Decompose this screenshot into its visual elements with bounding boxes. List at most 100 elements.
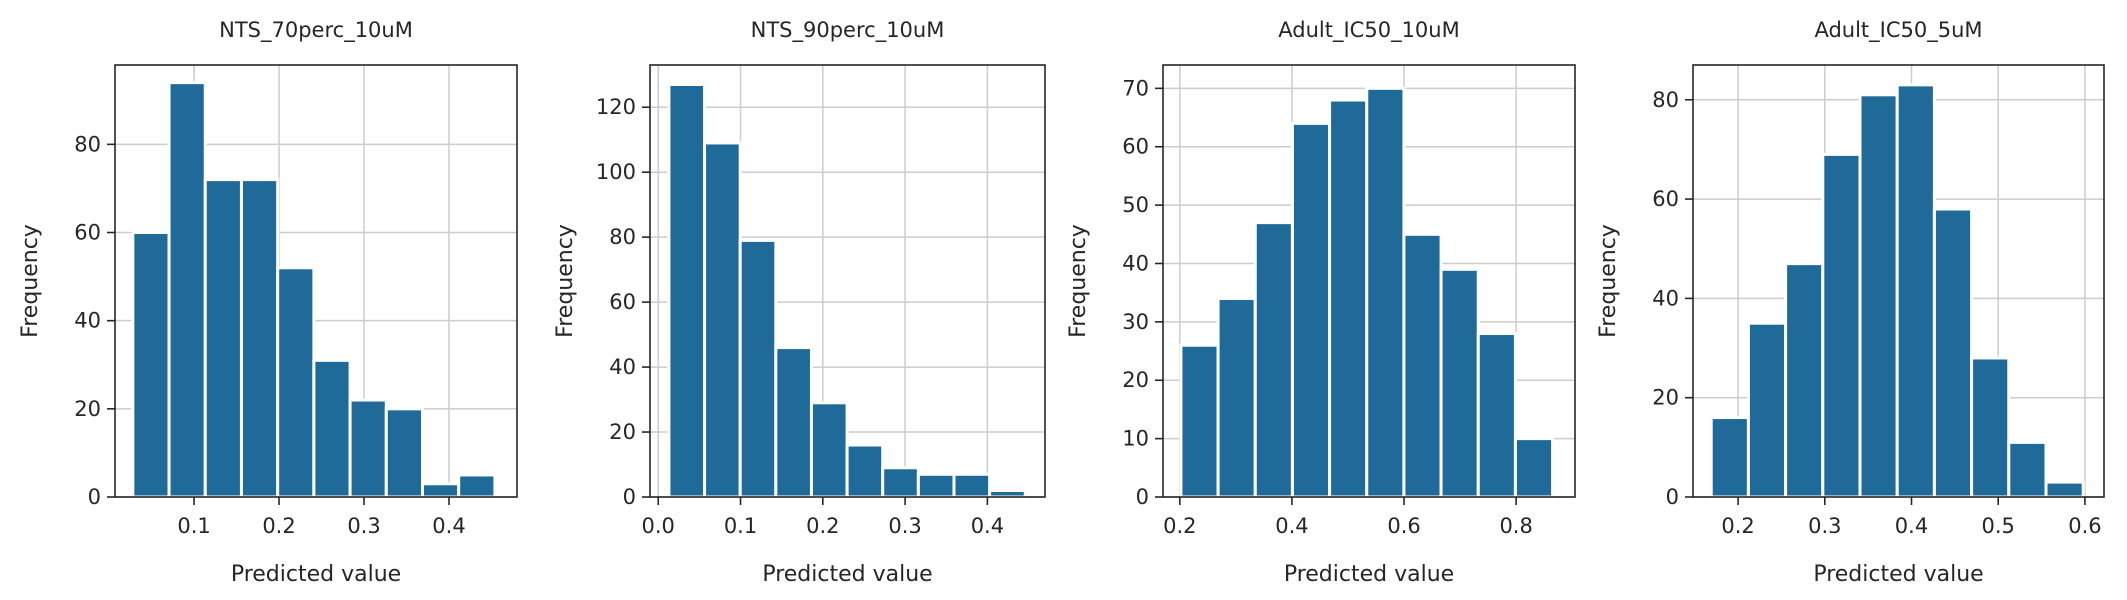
histogram-bar (1821, 152, 1862, 499)
histogram-bar (952, 472, 992, 499)
y-tick-label: 0 (1136, 485, 1149, 509)
x-tick-label: 0.4 (432, 514, 465, 538)
y-tick-label: 80 (1652, 88, 1679, 112)
y-tick-label: 10 (1122, 427, 1149, 451)
histogram-bar (738, 238, 778, 499)
x-tick-label: 0.6 (1387, 514, 1420, 538)
histogram-bar (2007, 440, 2048, 499)
x-tick-label: 0.3 (347, 514, 380, 538)
x-tick-label: 0.0 (642, 514, 675, 538)
histogram-bar (1216, 297, 1257, 499)
y-tick-label: 80 (609, 225, 636, 249)
histogram-bar (1746, 321, 1788, 499)
histogram-bar (1439, 267, 1480, 499)
histogram-bar (845, 443, 885, 499)
histogram-panel-4: 0.2 0.3 0.4 0.5 0.6 0 20 40 60 80 Adult_IC50_5uM Pr… (1596, 18, 2105, 587)
histogram-bar (703, 141, 742, 499)
histogram-bar (312, 358, 352, 499)
x-axis-label: Predicted value (1813, 562, 1983, 587)
y-tick-label: 30 (1122, 310, 1149, 334)
x-tick-label: 0.6 (2068, 514, 2101, 538)
x-tick-label: 0.2 (1163, 514, 1196, 538)
histogram-bar (276, 266, 316, 499)
x-tick-label: 0.4 (1275, 514, 1308, 538)
histogram-bar (809, 401, 849, 499)
y-axis-label: Frequency (553, 224, 578, 338)
x-tick-label: 0.3 (1808, 514, 1841, 538)
y-tick-label: 40 (1652, 286, 1679, 310)
x-tick-label: 0.2 (806, 514, 839, 538)
y-tick-label: 0 (1666, 485, 1679, 509)
histogram-bar (457, 473, 497, 499)
histogram-bar (167, 81, 207, 499)
x-tick-label: 0.2 (1721, 514, 1754, 538)
y-tick-label: 40 (609, 355, 636, 379)
histogram-bar (1290, 121, 1332, 499)
axes-frame (114, 64, 518, 498)
chart-title: NTS_90perc_10uM (751, 18, 945, 43)
histogram-panel-3: 0.2 0.4 0.6 0.8 0 10 20 30 40 50 60 70 Adult_IC50_10… (1066, 18, 1576, 587)
y-tick-label: 20 (609, 420, 636, 444)
histogram-bar (384, 407, 424, 499)
histogram-panel-2: 0.0 0.1 0.2 0.3 0.4 0 20 40 60 80 100 120 NTS_90perc… (553, 18, 1046, 587)
y-tick-label: 50 (1122, 193, 1149, 217)
x-tick-label: 0.8 (1499, 514, 1532, 538)
histogram-bar (1513, 437, 1555, 499)
x-tick-label: 0.4 (1895, 514, 1928, 538)
histogram-bar (131, 231, 171, 499)
y-tick-label: 0 (88, 485, 101, 509)
histogram-bar (1858, 93, 1899, 499)
x-tick-label: 0.1 (724, 514, 757, 538)
y-axis-label: Frequency (1066, 224, 1091, 338)
y-tick-label: 70 (1122, 76, 1149, 100)
y-tick-label: 0 (623, 485, 636, 509)
x-tick-label: 0.4 (971, 514, 1004, 538)
y-tick-label: 60 (609, 290, 636, 314)
histogram-bar (667, 82, 707, 499)
axes-frame (1692, 64, 2105, 498)
x-tick-label: 0.5 (1982, 514, 2015, 538)
y-tick-label: 40 (74, 309, 101, 333)
y-axis-label: Frequency (1596, 224, 1621, 338)
histogram-bar (1784, 262, 1825, 499)
histogram-bar (1709, 416, 1750, 499)
y-tick-label: 100 (596, 160, 636, 184)
chart-title: Adult_IC50_5uM (1814, 18, 1982, 43)
histogram-bar (1179, 343, 1220, 499)
histogram-bar (1970, 356, 2011, 499)
y-tick-label: 60 (1652, 187, 1679, 211)
y-axis-label: Frequency (18, 224, 43, 338)
histogram-bar (916, 472, 956, 499)
histogram-bar (774, 346, 813, 499)
histogram-bar (2044, 480, 2085, 499)
x-tick-label: 0.1 (177, 514, 210, 538)
histogram-bar (1253, 221, 1294, 499)
y-tick-label: 20 (1652, 386, 1679, 410)
histogram-bar (420, 482, 461, 499)
histogram-bar (881, 466, 920, 499)
histogram-bar (1932, 207, 1974, 499)
axes-frame (649, 64, 1046, 498)
histogram-bar (348, 398, 388, 499)
y-tick-label: 40 (1122, 251, 1149, 275)
y-tick-label: 60 (1122, 135, 1149, 159)
x-tick-label: 0.3 (888, 514, 921, 538)
histogram-bar (1895, 83, 1936, 499)
histogram-bar (239, 178, 280, 499)
axes-frame (1162, 64, 1576, 498)
histogram-bar (988, 489, 1027, 499)
y-tick-label: 60 (74, 221, 101, 245)
y-tick-label: 20 (74, 397, 101, 421)
x-axis-label: Predicted value (1284, 562, 1454, 587)
y-tick-label: 20 (1122, 368, 1149, 392)
y-tick-label: 80 (74, 132, 101, 156)
histogram-bar (203, 178, 243, 499)
histogram-bar (1476, 332, 1517, 499)
x-axis-label: Predicted value (762, 562, 932, 587)
histogram-bar (1365, 86, 1406, 499)
histogram-panel-1: 0.1 0.2 0.3 0.4 0 20 40 60 80 NTS_70perc_10uM Pred… (18, 18, 518, 587)
chart-title: Adult_IC50_10uM (1278, 18, 1459, 43)
x-tick-label: 0.2 (262, 514, 295, 538)
y-tick-label: 120 (596, 95, 636, 119)
